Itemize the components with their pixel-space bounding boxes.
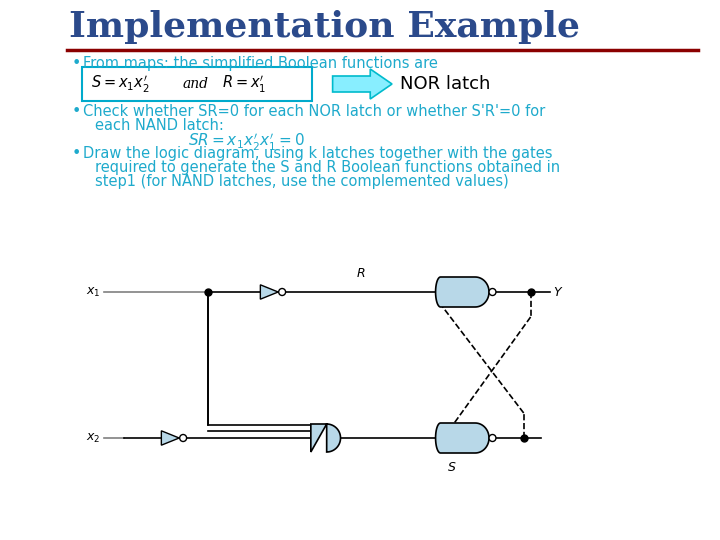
- Text: step1 (for NAND latches, use the complemented values): step1 (for NAND latches, use the complem…: [95, 174, 509, 189]
- Text: $x_1$: $x_1$: [86, 286, 100, 299]
- Text: Check whether SR=0 for each NOR latch or whether S'R'=0 for: Check whether SR=0 for each NOR latch or…: [83, 104, 546, 119]
- FancyBboxPatch shape: [82, 67, 312, 101]
- Polygon shape: [436, 277, 489, 307]
- Text: NOR latch: NOR latch: [400, 75, 490, 93]
- Text: Draw the logic diagram, using k latches together with the gates: Draw the logic diagram, using k latches …: [83, 146, 553, 161]
- Text: required to generate the S and R Boolean functions obtained in: required to generate the S and R Boolean…: [95, 160, 560, 175]
- Text: $S = x_1x_2'$: $S = x_1x_2'$: [91, 73, 150, 94]
- Text: each NAND latch:: each NAND latch:: [95, 118, 224, 133]
- Circle shape: [180, 435, 186, 442]
- Text: •: •: [71, 104, 81, 119]
- Text: $x_2$: $x_2$: [86, 431, 100, 444]
- Text: Y: Y: [554, 286, 561, 299]
- Text: S: S: [447, 461, 455, 474]
- Text: •: •: [71, 146, 81, 161]
- Text: $SR = x_1x_2'x_1' = 0$: $SR = x_1x_2'x_1' = 0$: [188, 132, 305, 153]
- Text: and: and: [182, 77, 208, 91]
- Polygon shape: [261, 285, 278, 299]
- Polygon shape: [333, 69, 392, 99]
- Polygon shape: [436, 423, 489, 453]
- Circle shape: [489, 435, 496, 442]
- Circle shape: [279, 288, 286, 295]
- Polygon shape: [311, 424, 341, 452]
- Text: From maps: the simplified Boolean functions are: From maps: the simplified Boolean functi…: [83, 56, 438, 71]
- Text: Implementation Example: Implementation Example: [69, 10, 580, 44]
- Text: •: •: [71, 56, 81, 71]
- Text: R: R: [356, 267, 365, 280]
- Text: $R = x_1'$: $R = x_1'$: [222, 73, 266, 94]
- Circle shape: [489, 288, 496, 295]
- Polygon shape: [161, 431, 179, 445]
